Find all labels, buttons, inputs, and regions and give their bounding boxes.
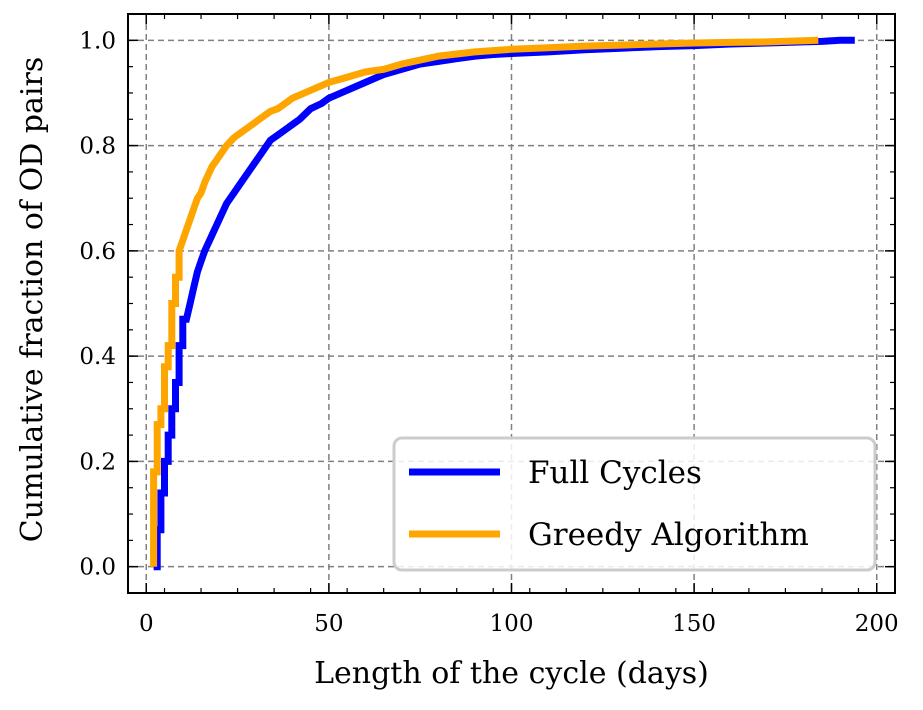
x-axis-label: Length of the cycle (days) xyxy=(314,656,709,691)
axis-ticks xyxy=(128,14,895,593)
y-tick-label: 0.2 xyxy=(79,449,116,475)
x-tick-label: 50 xyxy=(314,611,343,637)
x-tick-label: 200 xyxy=(855,611,899,637)
legend-box xyxy=(392,436,877,572)
y-tick-label: 0.4 xyxy=(79,344,116,370)
y-tick-label: 0.8 xyxy=(79,134,116,160)
series-lines xyxy=(150,36,855,571)
x-tick-label: 150 xyxy=(672,611,716,637)
legend-label: Greedy Algorithm xyxy=(528,517,809,553)
y-axis-label: Cumulative fraction of OD pairs xyxy=(15,57,50,542)
y-tick-label: 0.0 xyxy=(79,555,116,581)
x-tick-label: 0 xyxy=(139,611,154,637)
legend: Full Cycles Greedy Algorithm xyxy=(392,436,877,572)
y-tick-label: 1.0 xyxy=(79,28,116,54)
y-tick-label: 0.6 xyxy=(79,239,116,265)
series-line-greedy-algorithm xyxy=(150,36,819,567)
legend-label: Full Cycles xyxy=(528,455,702,491)
tick-labels: 0 50 100 150 200 0.0 0.2 0.4 0.6 0.8 1.0 xyxy=(79,28,898,637)
series-line-full-cycles xyxy=(153,36,855,571)
x-tick-label: 100 xyxy=(490,611,534,637)
